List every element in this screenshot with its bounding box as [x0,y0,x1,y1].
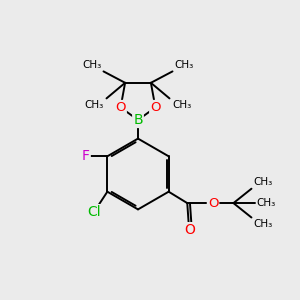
Text: CH₃: CH₃ [253,219,272,229]
Text: CH₃: CH₃ [257,198,276,208]
Text: CH₃: CH₃ [253,177,272,187]
Text: O: O [115,101,126,114]
Text: CH₃: CH₃ [172,100,191,110]
Text: B: B [133,113,143,127]
Text: Cl: Cl [88,205,101,219]
Text: O: O [184,223,195,237]
Text: CH₃: CH₃ [174,60,193,70]
Text: CH₃: CH₃ [85,100,104,110]
Text: O: O [150,101,161,114]
Text: F: F [82,149,90,163]
Text: O: O [208,196,218,210]
Text: CH₃: CH₃ [83,60,102,70]
